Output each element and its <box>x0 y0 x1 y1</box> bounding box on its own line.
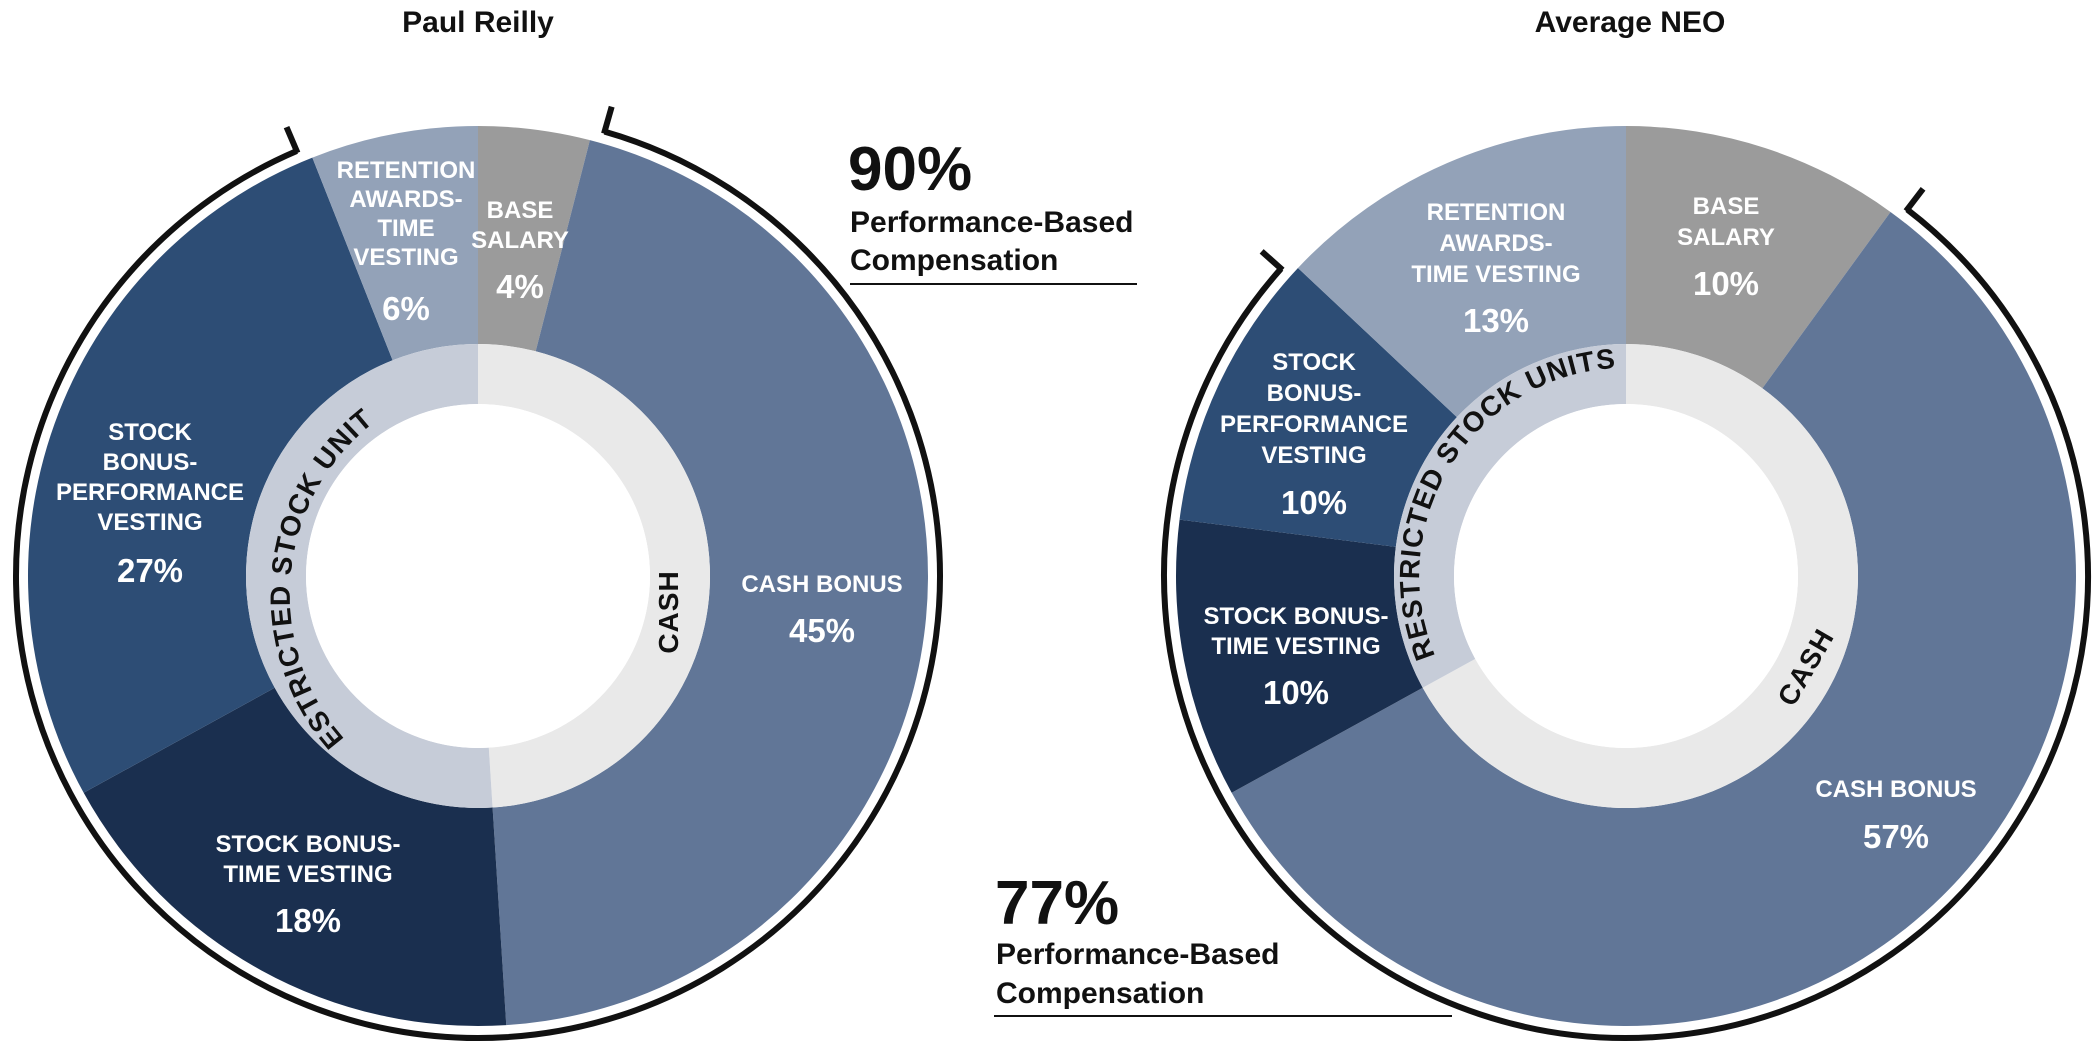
label-pct: 13% <box>1463 302 1529 339</box>
outer-slices <box>27 126 929 1026</box>
outer-slices <box>1176 126 2076 1026</box>
label-stock-bonus-time-vesting: STOCK BONUS- TIME VESTING 10% <box>1204 603 1389 711</box>
performance-text-line2: Compensation <box>996 977 1204 1010</box>
label-line: VESTING <box>97 509 202 536</box>
label-pct: 6% <box>382 290 430 327</box>
slice-base-salary <box>478 126 590 352</box>
inner-ring-restricted-stock-units <box>245 344 493 809</box>
performance-text-line1: Performance-Based <box>996 938 1279 971</box>
slice-retention-awards <box>312 126 478 361</box>
slice-cash-bonus <box>1231 211 2076 1026</box>
label-stock-bonus-performance-vesting: STOCK BONUS- PERFORMANCE VESTING 10% <box>1220 349 1408 521</box>
performance-annotation: 90% Performance-Based Compensation <box>848 135 1137 285</box>
label-pct: 18% <box>275 902 341 939</box>
inner-ring <box>1394 344 1858 808</box>
label-line: RETENTION <box>1427 199 1566 226</box>
slice-stock-bonus-performance-vesting <box>27 157 393 793</box>
label-line: STOCK BONUS- <box>216 831 401 858</box>
label-line: CASH BONUS <box>741 571 902 598</box>
inner-ring <box>245 344 710 809</box>
label-base-salary: BASE SALARY 4% <box>471 197 569 305</box>
label-line: TIME VESTING <box>223 861 392 888</box>
slice-base-salary <box>1626 126 1891 389</box>
performance-pct: 90% <box>848 135 972 204</box>
label-line: TIME VESTING <box>1211 633 1380 660</box>
label-line: SALARY <box>471 227 569 254</box>
bracket-arc <box>1161 207 2091 1041</box>
slice-stock-bonus-time-vesting <box>83 687 507 1026</box>
donut-hole <box>1454 404 1798 748</box>
label-line: CASH BONUS <box>1815 776 1976 803</box>
slice-stock-bonus-time-vesting <box>1176 519 1423 793</box>
performance-text-line1: Performance-Based <box>850 206 1133 239</box>
label-stock-bonus-time-vesting: STOCK BONUS- TIME VESTING 18% <box>216 831 401 939</box>
label-line: BASE <box>1693 193 1760 220</box>
performance-bracket <box>13 105 943 1041</box>
label-pct: 27% <box>117 552 183 589</box>
bracket-tick-start <box>601 105 615 135</box>
label-pct: 45% <box>789 612 855 649</box>
performance-text-line2: Compensation <box>850 244 1058 277</box>
label-line: TIME VESTING <box>1411 261 1580 288</box>
performance-bracket <box>1161 187 2091 1041</box>
label-line: TIME <box>377 215 434 242</box>
inner-label-cash: CASH <box>653 570 684 653</box>
label-line: PERFORMANCE <box>56 479 244 506</box>
performance-annotation: 77% Performance-Based Compensation <box>994 869 1452 1017</box>
label-line: STOCK <box>108 419 192 446</box>
label-pct: 10% <box>1281 484 1347 521</box>
label-retention-awards: RETENTION AWARDS- TIME VESTING 6% <box>337 157 476 327</box>
bracket-arc <box>13 128 943 1041</box>
label-line: BONUS- <box>1267 380 1362 407</box>
chart-title: Average NEO <box>1535 6 1726 39</box>
slice-retention-awards <box>1297 126 1626 418</box>
label-line: BASE <box>487 197 554 224</box>
label-line: SALARY <box>1677 224 1775 251</box>
label-line: AWARDS- <box>349 186 462 213</box>
label-line: RETENTION <box>337 157 476 184</box>
inner-ring-cash <box>478 344 710 808</box>
label-line: VESTING <box>1261 442 1366 469</box>
chart-title: Paul Reilly <box>402 6 554 39</box>
label-line: STOCK <box>1272 349 1356 376</box>
bracket-tick-start <box>1903 187 1926 213</box>
label-line: STOCK BONUS- <box>1204 603 1389 630</box>
slice-cash-bonus <box>492 140 929 1026</box>
bracket-tick-end <box>283 125 301 155</box>
performance-pct: 77% <box>995 869 1119 938</box>
donut-hole <box>306 404 650 748</box>
chart-average-neo: Average NEO CASH RESTRICTED STOCK UNITS … <box>994 6 2091 1041</box>
label-pct: 10% <box>1693 265 1759 302</box>
label-cash-bonus: CASH BONUS 45% <box>741 571 902 649</box>
label-retention-awards: RETENTION AWARDS- TIME VESTING 13% <box>1411 199 1580 339</box>
label-line: BONUS- <box>103 449 198 476</box>
chart-paul-reilly: Paul Reilly CASH RESTRICTED STOCK UNITS … <box>0 0 1137 1041</box>
inner-ring-restricted-stock-units <box>1394 344 1626 688</box>
label-pct: 4% <box>496 268 544 305</box>
label-line: AWARDS- <box>1439 230 1552 257</box>
label-stock-bonus-performance-vesting: STOCK BONUS- PERFORMANCE VESTING 27% <box>56 419 244 589</box>
label-pct: 57% <box>1863 818 1929 855</box>
slice-stock-bonus-performance-vesting <box>1179 267 1457 547</box>
label-cash-bonus: CASH BONUS 57% <box>1815 776 1976 855</box>
label-line: PERFORMANCE <box>1220 411 1408 438</box>
label-base-salary: BASE SALARY 10% <box>1677 193 1775 302</box>
label-pct: 10% <box>1263 674 1329 711</box>
bracket-tick-end <box>1259 249 1285 273</box>
label-line: VESTING <box>353 244 458 271</box>
